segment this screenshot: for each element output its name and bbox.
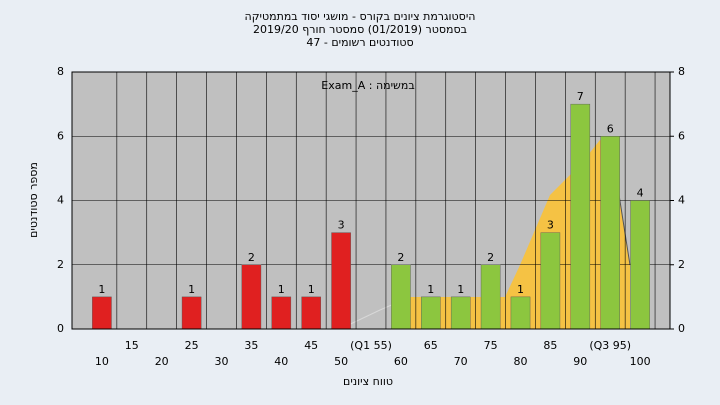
y2-tick-label: 2 — [678, 258, 685, 271]
x-tick-label: 40 — [274, 355, 288, 368]
x-tick-label: 90 — [573, 355, 587, 368]
bar — [540, 232, 561, 330]
data-label: 2 — [248, 251, 255, 264]
x-tick-label: 75 — [484, 339, 498, 352]
bar — [480, 264, 501, 330]
bar — [391, 264, 411, 330]
bar — [510, 296, 531, 330]
annotation: Exam_A : במשימה — [321, 79, 414, 92]
bar — [271, 296, 292, 330]
y2-tick-label: 0 — [678, 322, 685, 335]
x-tick-label: 30 — [215, 355, 229, 368]
y2-tick-label: 4 — [678, 194, 685, 207]
x-tick-label: 80 — [514, 355, 528, 368]
x-tick-label: 10 — [95, 355, 109, 368]
data-label: 1 — [278, 283, 285, 296]
chart-title: היסטוגרמת ציונים בקורס - מושגי יסוד במתמ… — [245, 10, 476, 23]
x-tick-label: 35 — [244, 339, 258, 352]
x-tick-label: 60 — [394, 355, 408, 368]
data-label: 2 — [397, 251, 404, 264]
chart-subtitle: בסמסטר (01/2019) סמסטר חורף 2019/20 — [253, 23, 467, 36]
data-label: 4 — [637, 187, 644, 200]
bar — [241, 264, 262, 330]
x-tick-label: 25 — [185, 339, 199, 352]
x-tick-label: 15 — [125, 339, 139, 352]
x-tick-label: 45 — [304, 339, 318, 352]
x-tick-label: 70 — [454, 355, 468, 368]
data-label: 1 — [98, 283, 105, 296]
data-label: 7 — [577, 90, 584, 103]
data-label: 3 — [547, 219, 554, 232]
bar — [450, 296, 471, 330]
x-tick-label: 50 — [334, 355, 348, 368]
data-label: 2 — [487, 251, 494, 264]
y-tick-label: 0 — [57, 322, 64, 335]
data-label: 1 — [457, 283, 464, 296]
x-tick-label: (Q1 55) — [350, 339, 392, 352]
x-axis-label: טווח ציונים — [343, 375, 393, 388]
y2-tick-label: 6 — [678, 129, 685, 142]
data-label: 1 — [517, 283, 524, 296]
x-tick-label: 100 — [630, 355, 651, 368]
y-tick-label: 8 — [57, 65, 64, 78]
data-label: 6 — [607, 122, 614, 135]
data-label: 1 — [188, 283, 195, 296]
x-tick-label: 85 — [543, 339, 557, 352]
bar — [630, 200, 650, 330]
data-label: 3 — [338, 219, 345, 232]
x-tick-label: 65 — [424, 339, 438, 352]
bar — [301, 296, 321, 330]
y-axis-label: מספר סטודנטים — [27, 162, 40, 238]
y-tick-label: 4 — [57, 194, 64, 207]
data-label: 1 — [308, 283, 315, 296]
bar — [421, 296, 441, 330]
y2-tick-label: 8 — [678, 65, 685, 78]
bar — [92, 296, 112, 330]
data-label: 1 — [427, 283, 434, 296]
bar — [600, 136, 620, 330]
x-tick-label: (Q3 95) — [589, 339, 631, 352]
bar — [181, 296, 202, 330]
plot-border — [71, 71, 671, 330]
bar — [331, 232, 351, 330]
y-tick-label: 2 — [57, 258, 64, 271]
bar — [570, 103, 591, 330]
y-tick-label: 6 — [57, 129, 64, 142]
x-tick-label: 20 — [155, 355, 169, 368]
chart-subtitle: סטודנטים רשומים - 47 — [306, 36, 413, 49]
